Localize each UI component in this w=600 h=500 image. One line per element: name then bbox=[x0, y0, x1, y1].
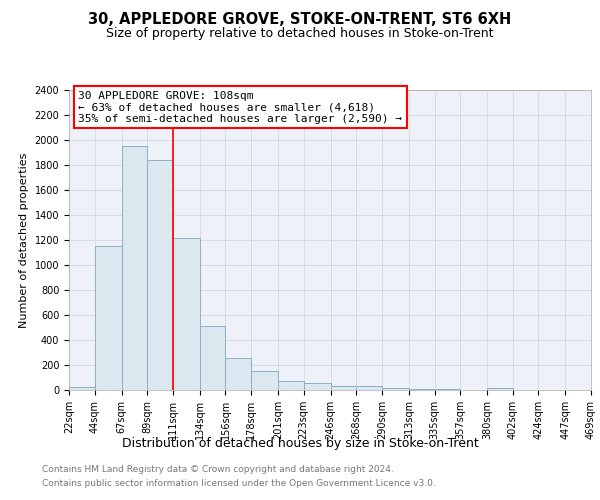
Bar bbox=[356, 386, 382, 390]
Bar bbox=[304, 383, 331, 390]
Bar bbox=[147, 160, 173, 390]
Y-axis label: Number of detached properties: Number of detached properties bbox=[19, 152, 29, 328]
Bar bbox=[173, 238, 200, 390]
Bar bbox=[487, 388, 513, 390]
Bar bbox=[226, 358, 251, 390]
Bar bbox=[122, 146, 147, 390]
Bar bbox=[251, 370, 278, 390]
Bar bbox=[409, 389, 434, 390]
Bar bbox=[69, 387, 95, 390]
Text: 30, APPLEDORE GROVE, STOKE-ON-TRENT, ST6 6XH: 30, APPLEDORE GROVE, STOKE-ON-TRENT, ST6… bbox=[88, 12, 512, 28]
Bar bbox=[331, 386, 356, 390]
Bar bbox=[200, 326, 226, 390]
Text: Contains HM Land Registry data © Crown copyright and database right 2024.
Contai: Contains HM Land Registry data © Crown c… bbox=[42, 466, 436, 487]
Text: Distribution of detached houses by size in Stoke-on-Trent: Distribution of detached houses by size … bbox=[122, 438, 478, 450]
Bar bbox=[278, 380, 304, 390]
Bar bbox=[95, 246, 122, 390]
Text: 30 APPLEDORE GROVE: 108sqm
← 63% of detached houses are smaller (4,618)
35% of s: 30 APPLEDORE GROVE: 108sqm ← 63% of deta… bbox=[79, 90, 403, 124]
Text: Size of property relative to detached houses in Stoke-on-Trent: Size of property relative to detached ho… bbox=[106, 28, 494, 40]
Bar bbox=[382, 388, 409, 390]
